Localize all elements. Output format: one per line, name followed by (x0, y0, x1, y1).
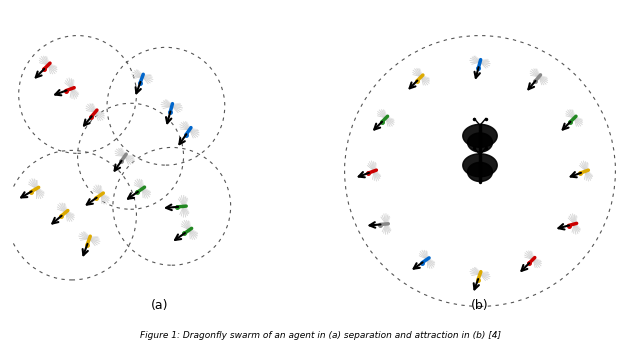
Polygon shape (480, 124, 497, 147)
Polygon shape (480, 154, 497, 177)
Text: (b): (b) (471, 299, 489, 312)
Polygon shape (468, 133, 480, 152)
Polygon shape (480, 133, 492, 152)
Polygon shape (463, 154, 480, 177)
Text: Figure 1: Dragonfly swarm of an agent in (a) separation and attraction in (b) [4: Figure 1: Dragonfly swarm of an agent in… (140, 331, 500, 340)
Polygon shape (463, 124, 480, 147)
Polygon shape (468, 162, 480, 182)
Text: (a): (a) (151, 299, 169, 312)
Polygon shape (480, 162, 492, 182)
